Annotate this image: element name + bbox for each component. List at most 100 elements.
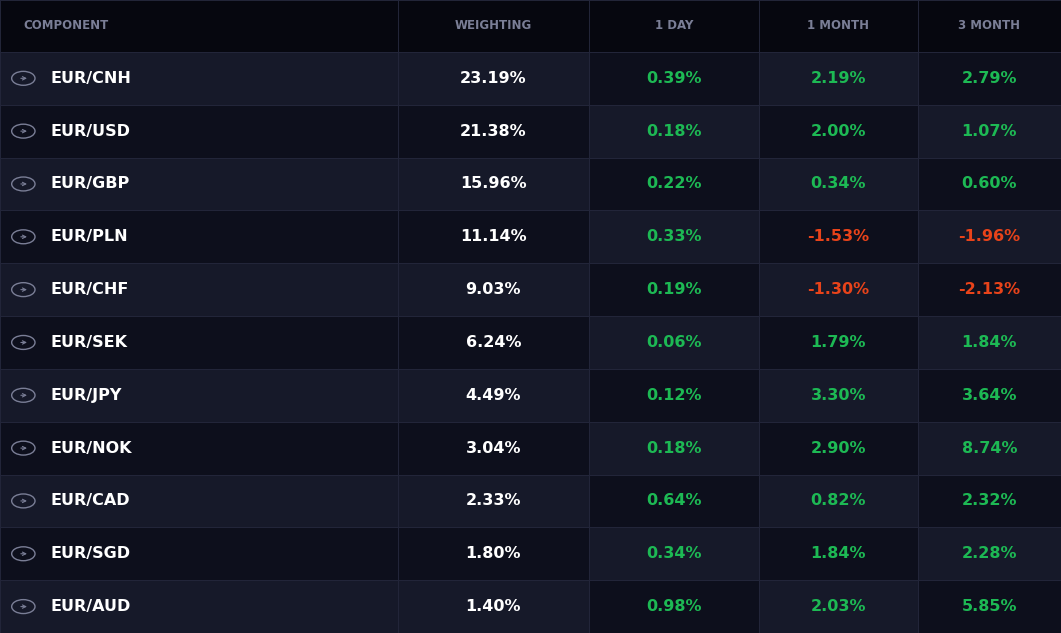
Bar	[589, 210, 759, 263]
Bar	[918, 369, 1061, 422]
Text: -1.30%: -1.30%	[807, 282, 869, 297]
Text: 9.03%: 9.03%	[466, 282, 521, 297]
Text: 0.19%: 0.19%	[646, 282, 701, 297]
Bar	[0, 0, 1061, 52]
Bar	[759, 475, 918, 527]
Text: WEIGHTING: WEIGHTING	[455, 20, 532, 32]
Text: 2.32%: 2.32%	[961, 494, 1017, 508]
Bar	[918, 580, 1061, 633]
Bar	[918, 210, 1061, 263]
Text: EUR/PLN: EUR/PLN	[51, 229, 128, 244]
Text: 0.18%: 0.18%	[646, 123, 701, 139]
Bar	[918, 527, 1061, 580]
Text: 1.79%: 1.79%	[811, 335, 866, 350]
Text: 1.84%: 1.84%	[961, 335, 1017, 350]
Bar	[0, 316, 398, 369]
Text: 4.49%: 4.49%	[466, 388, 521, 403]
Bar	[398, 369, 589, 422]
Bar	[0, 422, 398, 475]
Bar	[398, 316, 589, 369]
Text: -1.53%: -1.53%	[807, 229, 869, 244]
Bar	[0, 263, 398, 316]
Bar	[589, 580, 759, 633]
Bar	[0, 475, 398, 527]
Bar	[0, 369, 398, 422]
Text: 2.03%: 2.03%	[811, 599, 866, 614]
Bar	[398, 210, 589, 263]
Text: 0.12%: 0.12%	[646, 388, 701, 403]
Bar	[398, 422, 589, 475]
Text: 2.33%: 2.33%	[466, 494, 521, 508]
Bar	[398, 158, 589, 210]
Text: 2.90%: 2.90%	[811, 441, 866, 456]
Text: -2.13%: -2.13%	[958, 282, 1021, 297]
Text: EUR/SEK: EUR/SEK	[51, 335, 128, 350]
Bar	[589, 263, 759, 316]
Text: 1.40%: 1.40%	[466, 599, 521, 614]
Bar	[759, 316, 918, 369]
Text: 0.34%: 0.34%	[646, 546, 701, 561]
Bar	[0, 52, 398, 104]
Text: 0.82%: 0.82%	[811, 494, 866, 508]
Text: EUR/JPY: EUR/JPY	[51, 388, 122, 403]
Text: 0.60%: 0.60%	[961, 177, 1017, 191]
Bar	[759, 369, 918, 422]
Text: 2.28%: 2.28%	[961, 546, 1017, 561]
Text: 3 MONTH: 3 MONTH	[958, 20, 1021, 32]
Bar	[0, 527, 398, 580]
Bar	[759, 580, 918, 633]
Text: EUR/SGD: EUR/SGD	[51, 546, 132, 561]
Text: 2.00%: 2.00%	[811, 123, 866, 139]
Text: 2.19%: 2.19%	[811, 71, 866, 86]
Bar	[759, 52, 918, 104]
Bar	[918, 158, 1061, 210]
Text: 1.84%: 1.84%	[811, 546, 866, 561]
Text: COMPONENT: COMPONENT	[23, 20, 108, 32]
Bar	[398, 475, 589, 527]
Bar	[918, 104, 1061, 158]
Bar	[398, 527, 589, 580]
Bar	[589, 158, 759, 210]
Bar	[398, 104, 589, 158]
Bar	[398, 52, 589, 104]
Text: EUR/CHF: EUR/CHF	[51, 282, 129, 297]
Bar	[918, 52, 1061, 104]
Text: 0.34%: 0.34%	[811, 177, 866, 191]
Bar	[918, 316, 1061, 369]
Bar	[0, 580, 398, 633]
Bar	[0, 158, 398, 210]
Bar	[589, 52, 759, 104]
Bar	[918, 422, 1061, 475]
Bar	[589, 104, 759, 158]
Text: 8.74%: 8.74%	[961, 441, 1017, 456]
Text: 0.98%: 0.98%	[646, 599, 701, 614]
Text: 15.96%: 15.96%	[460, 177, 526, 191]
Bar	[759, 527, 918, 580]
Bar	[759, 210, 918, 263]
Text: 11.14%: 11.14%	[460, 229, 526, 244]
Bar	[0, 104, 398, 158]
Bar	[589, 475, 759, 527]
Bar	[918, 263, 1061, 316]
Bar	[918, 475, 1061, 527]
Text: 3.64%: 3.64%	[961, 388, 1017, 403]
Text: 5.85%: 5.85%	[961, 599, 1017, 614]
Bar	[0, 210, 398, 263]
Bar	[589, 369, 759, 422]
Text: 6.24%: 6.24%	[466, 335, 521, 350]
Bar	[398, 263, 589, 316]
Bar	[759, 422, 918, 475]
Bar	[589, 527, 759, 580]
Bar	[759, 263, 918, 316]
Text: 0.22%: 0.22%	[646, 177, 701, 191]
Bar	[398, 580, 589, 633]
Text: EUR/CNH: EUR/CNH	[51, 71, 132, 86]
Text: 1.07%: 1.07%	[961, 123, 1017, 139]
Text: 0.06%: 0.06%	[646, 335, 701, 350]
Text: 0.18%: 0.18%	[646, 441, 701, 456]
Text: 23.19%: 23.19%	[460, 71, 526, 86]
Text: 2.79%: 2.79%	[961, 71, 1017, 86]
Text: EUR/CAD: EUR/CAD	[51, 494, 131, 508]
Text: 1 DAY: 1 DAY	[655, 20, 693, 32]
Bar	[759, 104, 918, 158]
